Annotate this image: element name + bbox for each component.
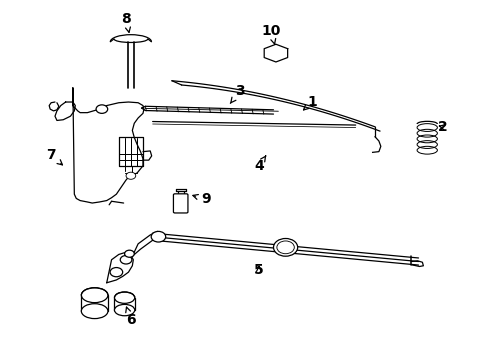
Text: 7: 7 bbox=[46, 148, 62, 165]
FancyBboxPatch shape bbox=[173, 194, 187, 213]
Text: 6: 6 bbox=[125, 307, 136, 327]
Text: 1: 1 bbox=[303, 95, 316, 110]
Circle shape bbox=[151, 231, 165, 242]
Polygon shape bbox=[119, 138, 142, 166]
Text: 10: 10 bbox=[261, 24, 280, 44]
Text: 9: 9 bbox=[192, 193, 210, 207]
Ellipse shape bbox=[81, 288, 108, 303]
Circle shape bbox=[273, 238, 297, 256]
Circle shape bbox=[110, 267, 122, 277]
Text: 2: 2 bbox=[437, 120, 447, 134]
Circle shape bbox=[124, 250, 134, 257]
Ellipse shape bbox=[114, 305, 135, 316]
Circle shape bbox=[96, 105, 107, 113]
Circle shape bbox=[120, 256, 132, 264]
Polygon shape bbox=[132, 231, 160, 256]
Text: 3: 3 bbox=[230, 84, 244, 103]
Text: 5: 5 bbox=[254, 264, 264, 278]
Text: 8: 8 bbox=[121, 12, 131, 32]
Circle shape bbox=[126, 172, 136, 179]
Polygon shape bbox=[106, 253, 133, 283]
Text: 4: 4 bbox=[254, 156, 265, 173]
Ellipse shape bbox=[114, 292, 135, 303]
Ellipse shape bbox=[416, 123, 436, 131]
Polygon shape bbox=[264, 44, 287, 62]
Polygon shape bbox=[73, 88, 143, 203]
Ellipse shape bbox=[81, 304, 108, 319]
Polygon shape bbox=[55, 102, 75, 121]
